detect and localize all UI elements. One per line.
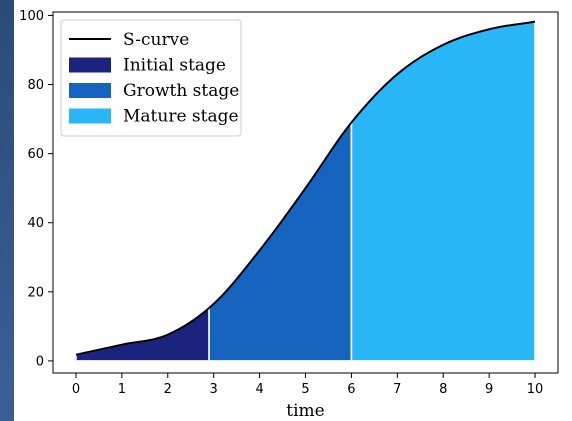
legend-box xyxy=(60,19,242,137)
x-tick-label: 2 xyxy=(164,382,172,397)
legend-label-mature-stage: Mature stage xyxy=(123,107,239,127)
area-growth-stage xyxy=(208,120,353,362)
legend-label-s-curve: S-curve xyxy=(123,30,189,50)
legend-swatch-mature-stage xyxy=(69,108,111,124)
x-tick-label: 8 xyxy=(439,382,447,397)
y-tick-label: 40 xyxy=(27,216,44,231)
s-curve-line xyxy=(75,20,536,356)
x-axis-label: time xyxy=(286,401,324,421)
x-tick-label: 10 xyxy=(527,382,544,397)
area-initial-stage xyxy=(75,306,210,362)
legend-swatch-initial-stage xyxy=(69,57,111,73)
curve-layer xyxy=(75,20,536,356)
x-tick-label: 0 xyxy=(72,382,80,397)
x-tick-label: 6 xyxy=(347,382,355,397)
stage-areas xyxy=(75,20,536,362)
y-tick-label: 100 xyxy=(19,9,44,24)
area-mature-stage xyxy=(350,20,536,362)
y-tick-label: 20 xyxy=(27,285,44,300)
x-ticks: 0 1 2 3 4 5 6 7 8 9 10 xyxy=(72,373,544,397)
legend: S-curve Initial stage Growth stage Mature s… xyxy=(60,19,242,137)
y-tick-label: 0 xyxy=(36,354,44,369)
x-tick-label: 1 xyxy=(118,382,126,397)
legend-label-initial-stage: Initial stage xyxy=(123,56,226,76)
y-tick-label: 80 xyxy=(27,78,44,93)
x-tick-label: 5 xyxy=(301,382,309,397)
x-tick-label: 3 xyxy=(210,382,218,397)
legend-swatch-growth-stage xyxy=(69,83,111,98)
y-tick-label: 60 xyxy=(27,147,44,162)
x-tick-label: 7 xyxy=(393,382,401,397)
legend-label-growth-stage: Growth stage xyxy=(123,81,239,101)
y-ticks: 0 20 40 60 80 100 xyxy=(19,9,53,369)
x-tick-label: 4 xyxy=(255,382,263,397)
x-tick-label: 9 xyxy=(485,382,493,397)
